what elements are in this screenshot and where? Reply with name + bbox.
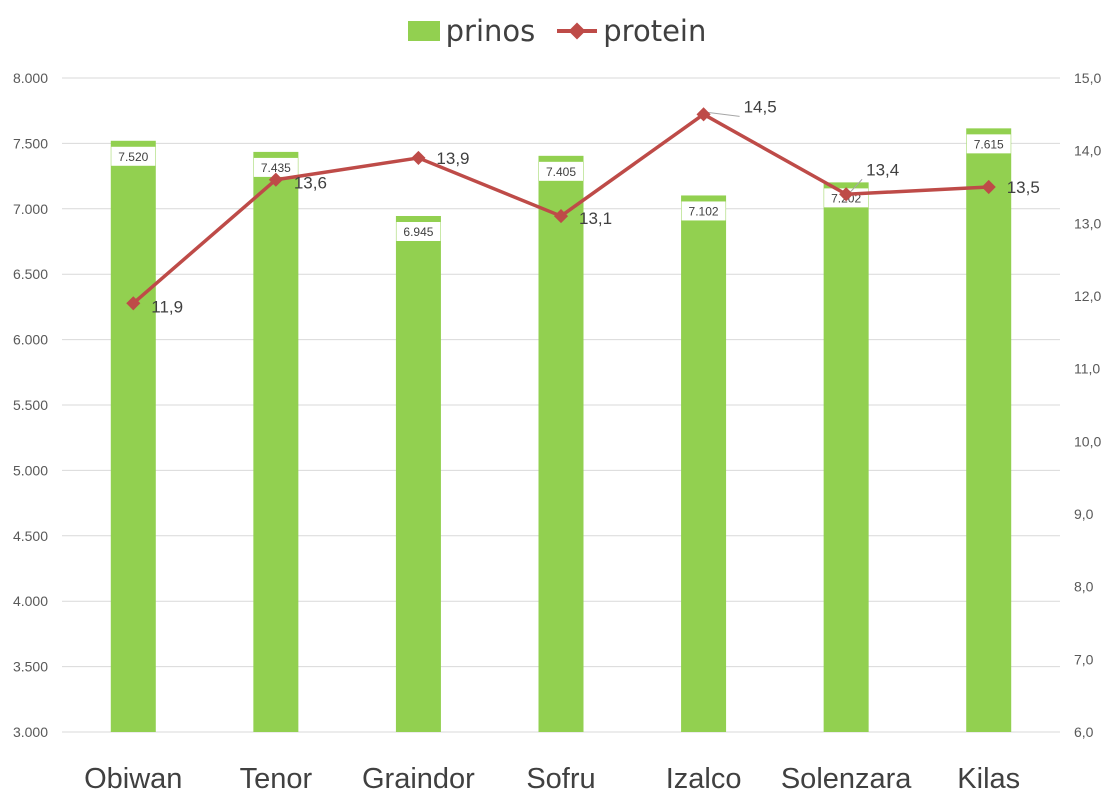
x-tick-label: Tenor: [240, 763, 313, 795]
point-protein: [553, 208, 569, 224]
bar-data-label-box: [681, 201, 726, 221]
bar-data-label: 7.520: [118, 150, 148, 164]
y-right-tick-label: 11,0: [1074, 361, 1100, 377]
y-left-tick-label: 6.000: [13, 332, 48, 348]
bar-prinos: [110, 140, 156, 732]
bar-data-label: 7.405: [546, 165, 576, 179]
point-protein: [696, 107, 711, 122]
y-left-tick-label: 7.500: [13, 135, 48, 151]
bar-data-label: 7.435: [261, 161, 291, 175]
bar-prinos: [253, 151, 299, 733]
point-protein: [126, 296, 141, 311]
bar-data-label: 6.945: [403, 225, 433, 239]
y-right-tick-label: 15,0: [1074, 70, 1101, 86]
y-right-tick-label: 8,0: [1074, 579, 1094, 595]
legend-item-prinos: prinos: [407, 14, 536, 48]
bar-data-label: 7.615: [974, 137, 1004, 151]
line-data-label: 13,6: [294, 174, 327, 193]
bar-data-label-box: [539, 161, 583, 181]
legend-swatch-protein: [557, 22, 598, 40]
y-left-tick-label: 5.000: [13, 462, 48, 478]
bar-prinos: [538, 155, 584, 733]
point-protein: [411, 150, 426, 166]
y-right-tick-label: 14,0: [1074, 143, 1101, 159]
legend-label-protein: protein: [603, 14, 707, 48]
line-data-label: 13,5: [1007, 178, 1040, 197]
legend-label-prinos: prinos: [445, 14, 536, 48]
bar-prinos: [966, 128, 1012, 732]
y-right-tick-label: 13,0: [1074, 215, 1101, 231]
y-right-tick-label: 10,0: [1074, 433, 1101, 449]
point-protein: [268, 172, 283, 187]
y-left-tick-label: 3.500: [13, 659, 48, 675]
x-tick-label: Obiwan: [84, 763, 182, 795]
x-tick-label: Solenzara: [781, 763, 912, 795]
legend-item-protein: protein: [557, 14, 706, 48]
legend-swatch-prinos: [407, 21, 440, 41]
point-protein: [981, 179, 996, 195]
bar-prinos: [395, 215, 441, 732]
bar-prinos: [823, 182, 869, 732]
y-left-tick-label: 5.500: [13, 397, 48, 413]
y-left-tick-label: 4.000: [13, 593, 48, 609]
line-data-label: 14,5: [744, 97, 777, 116]
y-left-tick-label: 7.000: [13, 201, 48, 217]
data-label-leader: [707, 111, 740, 117]
legend: prinos protein: [0, 14, 1114, 48]
bar-data-label-box: [396, 221, 441, 241]
bar-data-label-box: [253, 157, 298, 177]
y-left-tick-label: 4.500: [13, 528, 48, 544]
x-tick-label: Graindor: [362, 763, 475, 795]
line-data-label: 11,9: [151, 297, 183, 316]
y-left-tick-label: 8.000: [13, 70, 48, 86]
line-data-label: 13,1: [579, 209, 612, 228]
bar-prinos: [681, 195, 727, 733]
line-data-label: 13,9: [436, 149, 469, 168]
y-right-tick-label: 7,0: [1074, 651, 1094, 667]
y-left-tick-label: 3.000: [13, 724, 48, 740]
x-tick-label: Izalco: [666, 763, 742, 795]
y-left-tick-label: 6.500: [13, 266, 48, 282]
y-right-tick-label: 12,0: [1074, 288, 1101, 304]
data-label-leader: [849, 178, 863, 193]
y-right-tick-label: 9,0: [1074, 506, 1094, 522]
bar-data-label-box: [966, 134, 1011, 154]
x-tick-label: Kilas: [957, 763, 1020, 795]
x-tick-label: Sofru: [526, 763, 595, 795]
point-protein: [839, 187, 854, 202]
bar-data-label-box: [111, 146, 156, 166]
line-data-label: 13,4: [866, 160, 899, 179]
y-right-tick-label: 6,0: [1074, 724, 1094, 740]
bar-data-label: 7.102: [689, 204, 719, 218]
